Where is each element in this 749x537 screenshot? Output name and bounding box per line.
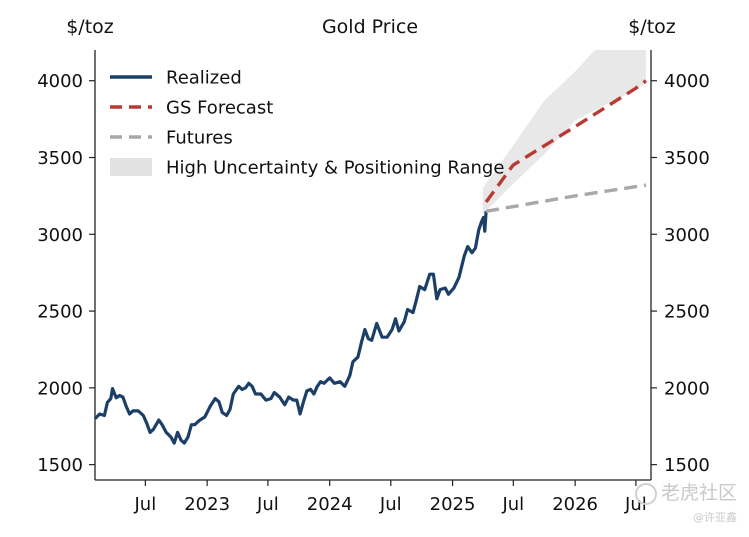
- legend-label-gs-forecast: GS Forecast: [166, 98, 273, 119]
- y-tick-label-right: 3500: [664, 148, 710, 169]
- series-line-gs-forecast: [484, 79, 648, 204]
- y-tick-label-left: 2500: [37, 302, 83, 323]
- x-tick-label: 2025: [430, 494, 476, 515]
- y-tick-label-left: 3000: [37, 225, 83, 246]
- y-tick-label-left: 3500: [37, 148, 83, 169]
- watermark-brand: 老虎社区: [634, 478, 737, 505]
- y-axis-label-right: $/toz: [628, 16, 676, 38]
- y-tick-label-right: 1500: [664, 455, 710, 476]
- y-tick-label-right: 2000: [664, 378, 710, 399]
- legend-label-realized: Realized: [166, 68, 242, 89]
- legend-swatch-high-uncertainty-positioning-range: [110, 158, 152, 176]
- legend-label-high-uncertainty-positioning-range: High Uncertainty & Positioning Range: [166, 158, 504, 179]
- watermark-author: @许亚鑫: [693, 511, 737, 524]
- x-tick-label: 2023: [184, 494, 230, 515]
- x-tick-label: 2026: [552, 494, 598, 515]
- x-tick-label: Jul: [256, 494, 279, 515]
- x-tick-label: Jul: [379, 494, 402, 515]
- x-tick-label: 2024: [307, 494, 353, 515]
- y-axis-label-left: $/toz: [66, 16, 114, 38]
- y-tick-label-right: 3000: [664, 225, 710, 246]
- y-tick-label-left: 1500: [37, 455, 83, 476]
- y-tick-label-left: 2000: [37, 378, 83, 399]
- series-line-realized: [93, 211, 488, 445]
- x-tick-label: Jul: [134, 494, 157, 515]
- chart-title: Gold Price: [322, 16, 418, 38]
- tiger-logo-icon: [634, 482, 657, 505]
- legend-label-futures: Futures: [166, 128, 233, 149]
- series-line-futures: [485, 183, 647, 213]
- watermark-brand-text: 老虎社区: [660, 482, 737, 504]
- y-tick-label-right: 2500: [664, 302, 710, 323]
- y-tick-label-right: 4000: [664, 71, 710, 92]
- y-tick-label-left: 4000: [37, 71, 83, 92]
- x-tick-label: Jul: [501, 494, 524, 515]
